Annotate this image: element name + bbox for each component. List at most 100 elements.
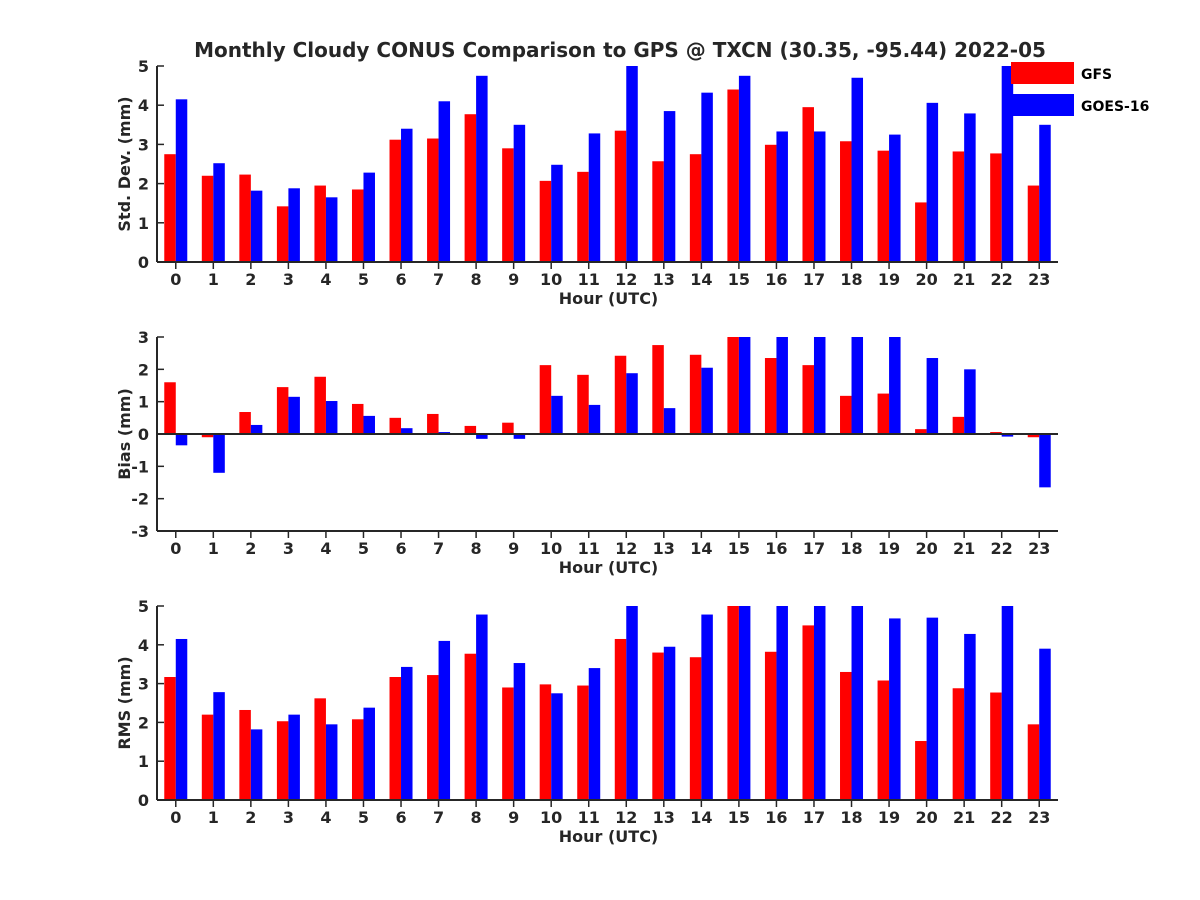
bar-gfs-14	[689, 657, 702, 800]
bar-gfs-3	[276, 387, 289, 434]
legend-swatch-gfs	[1011, 62, 1074, 84]
x-tick-label: 1	[208, 808, 219, 827]
bar-goes16-17	[813, 606, 826, 800]
bar-gfs-21	[952, 688, 965, 800]
bar-goes16-10	[551, 395, 563, 434]
x-tick-label: 2	[245, 270, 256, 289]
x-axis-label: Hour (UTC)	[559, 289, 659, 308]
x-tick-label: 3	[283, 808, 294, 827]
y-tick-label: 4	[138, 636, 149, 655]
legend: GFS GOES-16	[1011, 62, 1149, 116]
bar-gfs-6	[389, 417, 402, 434]
bar-goes16-9	[513, 434, 526, 439]
x-tick-label: 18	[840, 808, 862, 827]
bar-goes16-3	[288, 188, 300, 262]
bar-goes16-13	[663, 646, 676, 800]
bar-gfs-19	[877, 393, 890, 434]
bar-goes16-11	[588, 133, 601, 262]
x-tick-label: 9	[508, 808, 519, 827]
bar-gfs-20	[915, 202, 927, 262]
bar-goes16-6	[401, 128, 413, 262]
x-tick-label: 17	[803, 808, 825, 827]
x-tick-label: 5	[358, 270, 369, 289]
x-tick-label: 3	[283, 539, 294, 558]
x-tick-label: 16	[765, 808, 787, 827]
bar-goes16-21	[964, 113, 976, 263]
y-tick-label: -3	[131, 522, 149, 541]
y-tick-label: 3	[138, 675, 149, 694]
bar-gfs-8	[464, 425, 477, 434]
bar-gfs-15	[727, 337, 739, 434]
bar-gfs-9	[502, 687, 514, 800]
bar-gfs-10	[539, 684, 552, 800]
y-tick-label: 1	[138, 752, 149, 771]
x-tick-label: 3	[283, 270, 294, 289]
y-tick-label: -1	[131, 457, 149, 476]
x-tick-label: 15	[728, 539, 750, 558]
x-tick-label: 5	[358, 539, 369, 558]
x-tick-label: 14	[690, 808, 712, 827]
bar-goes16-1	[213, 434, 225, 473]
y-tick-label: 1	[138, 214, 149, 233]
bar-goes16-5	[363, 172, 375, 262]
bar-goes16-6	[401, 666, 413, 800]
bar-goes16-6	[401, 428, 413, 434]
bar-gfs-1	[201, 175, 214, 262]
x-tick-label: 0	[170, 539, 181, 558]
bar-gfs-20	[915, 429, 927, 434]
bar-gfs-7	[427, 413, 439, 434]
y-tick-label: -2	[131, 490, 149, 509]
legend-swatch-goes16	[1011, 94, 1074, 116]
bar-gfs-6	[389, 677, 402, 800]
bar-gfs-2	[239, 174, 251, 262]
x-tick-label: 7	[433, 808, 444, 827]
x-tick-label: 18	[840, 539, 862, 558]
bar-goes16-15	[738, 337, 751, 434]
bar-goes16-4	[325, 197, 338, 262]
bar-gfs-11	[577, 685, 589, 800]
bar-gfs-23	[1027, 434, 1040, 438]
bar-gfs-15	[727, 606, 739, 800]
bar-gfs-2	[239, 709, 251, 800]
bar-goes16-19	[889, 618, 901, 800]
bar-gfs-18	[840, 141, 852, 262]
bar-gfs-17	[802, 625, 814, 800]
bar-gfs-3	[276, 206, 289, 262]
x-tick-label: 10	[540, 539, 562, 558]
x-tick-label: 8	[471, 808, 482, 827]
bar-gfs-18	[840, 395, 852, 434]
bar-goes16-18	[851, 337, 864, 434]
bar-goes16-8	[476, 434, 488, 439]
bar-goes16-2	[250, 424, 263, 434]
x-tick-label: 11	[578, 808, 600, 827]
bar-gfs-21	[952, 416, 965, 434]
x-tick-label: 10	[540, 808, 562, 827]
bar-goes16-18	[851, 77, 864, 262]
bar-gfs-22	[990, 692, 1002, 800]
bar-gfs-12	[614, 638, 627, 800]
bar-gfs-7	[427, 138, 439, 262]
x-tick-label: 14	[690, 270, 712, 289]
bar-gfs-16	[764, 651, 777, 800]
x-tick-label: 4	[320, 270, 331, 289]
bar-goes16-11	[588, 404, 601, 434]
bar-goes16-13	[663, 408, 676, 434]
bar-gfs-10	[539, 180, 552, 262]
y-tick-label: 4	[138, 96, 149, 115]
bar-goes16-8	[476, 75, 488, 262]
bar-goes16-16	[776, 606, 788, 800]
x-tick-label: 6	[395, 270, 406, 289]
bar-goes16-14	[701, 92, 713, 262]
bar-gfs-18	[840, 671, 852, 800]
x-tick-label: 20	[915, 808, 937, 827]
bar-gfs-12	[614, 130, 627, 262]
bar-goes16-2	[250, 729, 263, 800]
y-tick-label: 3	[138, 135, 149, 154]
y-tick-label: 3	[138, 328, 149, 347]
bar-goes16-13	[663, 111, 676, 262]
x-tick-label: 11	[578, 539, 600, 558]
y-axis-label: Std. Dev. (mm)	[115, 96, 134, 231]
bar-goes16-17	[813, 337, 826, 434]
y-tick-label: 0	[138, 791, 149, 810]
